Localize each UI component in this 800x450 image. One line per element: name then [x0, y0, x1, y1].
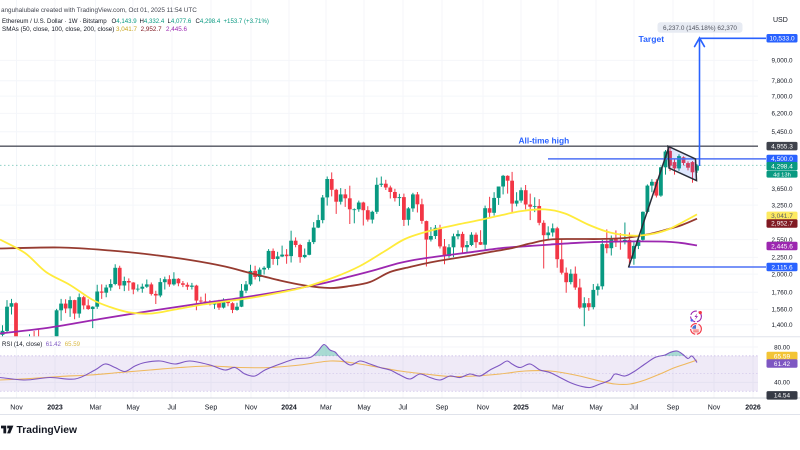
svg-text:2,445.6: 2,445.6	[771, 243, 793, 250]
svg-text:1,400.0: 1,400.0	[771, 322, 793, 329]
svg-text:Jul: Jul	[630, 405, 639, 412]
svg-text:9,000.0: 9,000.0	[771, 58, 793, 65]
svg-text:2,000.0: 2,000.0	[771, 271, 793, 278]
svg-text:May: May	[126, 405, 140, 412]
svg-text:TradingView: TradingView	[17, 425, 78, 436]
svg-text:Ethereum / U.S. Dollar · 1W ·: Ethereum / U.S. Dollar · 1W · Bitstamp O4…	[2, 18, 269, 25]
svg-text:10,533.0: 10,533.0	[769, 36, 795, 43]
svg-text:Sep: Sep	[436, 405, 449, 412]
svg-text:Sep: Sep	[667, 405, 680, 412]
svg-text:6,200.0: 6,200.0	[771, 111, 793, 118]
svg-text:2026: 2026	[745, 405, 761, 412]
svg-text:Jul: Jul	[168, 405, 177, 412]
svg-text:May: May	[357, 405, 371, 412]
svg-text:Sep: Sep	[205, 405, 218, 412]
svg-text:40.00: 40.00	[774, 380, 790, 387]
svg-text:14.54: 14.54	[774, 393, 791, 400]
svg-text:All-time high: All-time high	[519, 136, 570, 146]
svg-text:1,760.0: 1,760.0	[771, 290, 793, 297]
svg-text:Jul: Jul	[399, 405, 408, 412]
svg-text:2024: 2024	[281, 405, 297, 412]
svg-text:Nov: Nov	[708, 405, 721, 412]
svg-text:4,955.3: 4,955.3	[771, 144, 793, 151]
svg-text:61.42: 61.42	[774, 361, 791, 368]
svg-text:80.00: 80.00	[774, 344, 790, 351]
svg-text:Target: Target	[639, 34, 665, 44]
svg-text:anguhalubale created with Trad: anguhalubale created with TradingView.co…	[1, 7, 197, 14]
svg-text:2,550.0: 2,550.0	[771, 237, 793, 244]
svg-text:1,560.0: 1,560.0	[771, 307, 793, 314]
svg-text:May: May	[589, 405, 603, 412]
svg-text:2025: 2025	[513, 405, 529, 412]
svg-text:2023: 2023	[47, 405, 63, 412]
svg-text:4d 13h: 4d 13h	[773, 173, 791, 179]
svg-text:Mar: Mar	[320, 405, 333, 412]
svg-text:5,450.0: 5,450.0	[771, 129, 793, 136]
svg-text:Nov: Nov	[477, 405, 490, 412]
svg-text:SMAs (50, close, 100, close, 2: SMAs (50, close, 100, close, 200, close)…	[2, 26, 188, 33]
svg-text:Mar: Mar	[552, 405, 565, 412]
svg-text:2,250.0: 2,250.0	[771, 255, 793, 262]
svg-text:4,500.0: 4,500.0	[771, 156, 793, 163]
svg-text:7,800.0: 7,800.0	[771, 78, 793, 85]
svg-text:3,041.7: 3,041.7	[771, 213, 793, 220]
svg-text:3,250.0: 3,250.0	[771, 202, 793, 209]
svg-text:6,237.0 (145.18%) 62,370: 6,237.0 (145.18%) 62,370	[663, 25, 737, 32]
svg-text:7,000.0: 7,000.0	[771, 93, 793, 100]
svg-text:2,952.7: 2,952.7	[771, 221, 793, 228]
svg-text:Nov: Nov	[10, 405, 23, 412]
svg-text:3,650.0: 3,650.0	[771, 186, 793, 193]
svg-text:Nov: Nov	[245, 405, 258, 412]
svg-text:Mar: Mar	[89, 405, 102, 412]
svg-text:65.59: 65.59	[774, 353, 791, 360]
svg-text:2,115.6: 2,115.6	[771, 264, 793, 271]
svg-text:USD: USD	[773, 17, 788, 24]
svg-text:4,298.4: 4,298.4	[771, 164, 793, 171]
